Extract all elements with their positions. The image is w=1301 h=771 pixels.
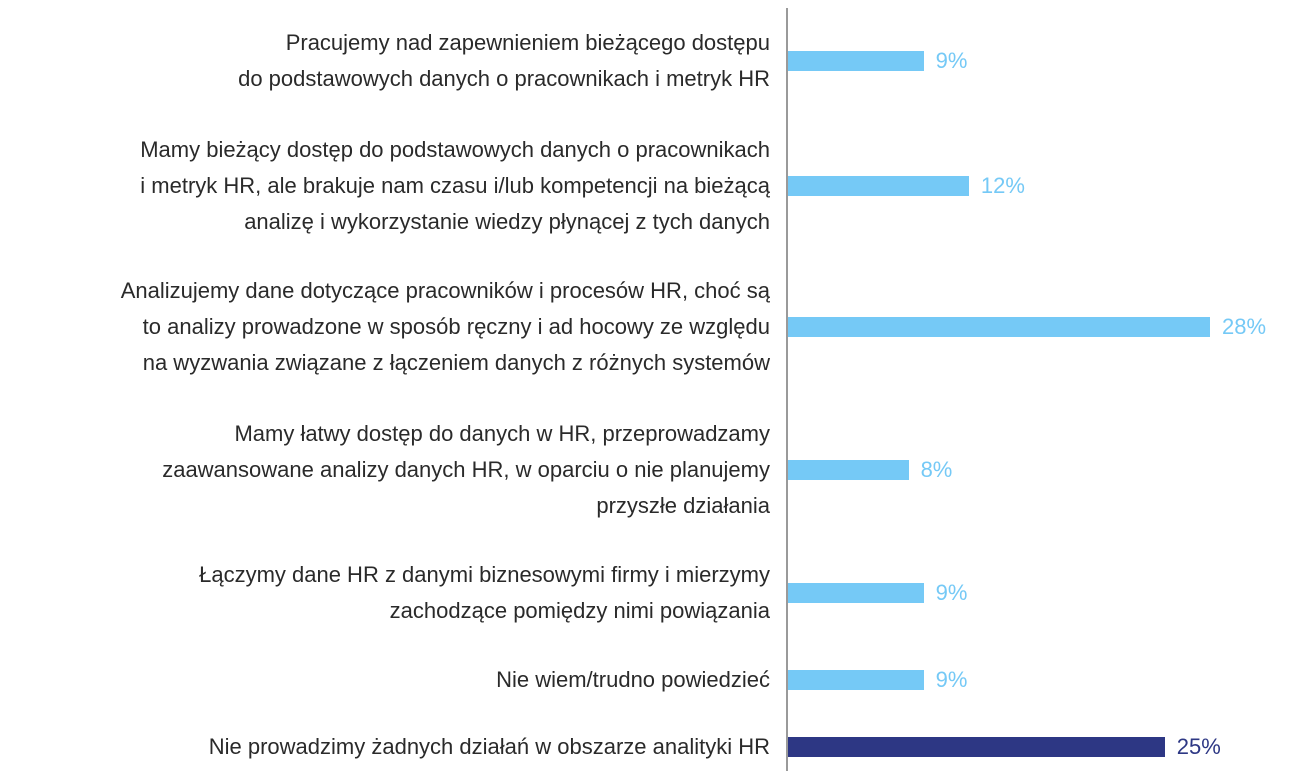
bar <box>788 51 924 71</box>
bar <box>788 737 1165 757</box>
bar <box>788 460 909 480</box>
bar <box>788 176 969 196</box>
value-label: 12% <box>980 173 1025 198</box>
bar <box>788 583 924 603</box>
category-label: Mamy bieżący dostęp do podstawowych dany… <box>140 137 770 234</box>
category-label: Nie wiem/trudno powiedzieć <box>496 667 770 692</box>
value-label: 8% <box>920 457 953 482</box>
category-label: Łączymy dane HR z danymi biznesowymi fir… <box>199 562 770 623</box>
category-label: Analizujemy dane dotyczące pracowników i… <box>120 278 770 375</box>
category-label: Nie prowadzimy żadnych działań w obszarz… <box>208 734 770 759</box>
value-label: 25% <box>1176 734 1221 759</box>
bar <box>788 317 1210 337</box>
value-label: 9% <box>935 48 968 73</box>
value-label: 9% <box>935 667 968 692</box>
value-label: 28% <box>1222 314 1267 339</box>
category-label: Mamy łatwy dostęp do danych w HR, przepr… <box>162 421 770 518</box>
category-label: Pracujemy nad zapewnieniem bieżącego dos… <box>238 30 770 91</box>
axis-line <box>786 8 788 771</box>
bar <box>788 670 924 690</box>
value-label: 9% <box>935 580 968 605</box>
